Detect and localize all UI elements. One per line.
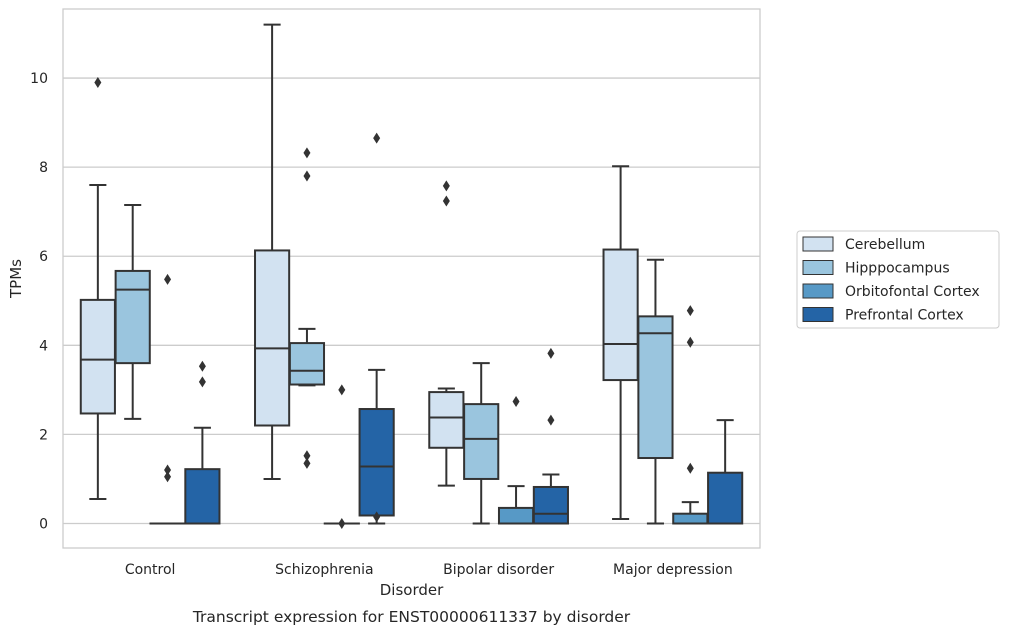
outlier-point — [512, 395, 520, 407]
box — [79, 298, 116, 415]
legend-swatch — [802, 236, 834, 252]
box-2-3 — [532, 347, 569, 525]
box-2-0 — [428, 180, 465, 487]
x-tick-label: Bipolar disorder — [443, 562, 554, 578]
box-2-2 — [497, 395, 535, 525]
legend: Cerebellum Hipppocampus Orbitofontal Corte… — [796, 230, 1000, 329]
outlier-point — [94, 77, 102, 88]
y-axis-ticks: 0 2 4 6 8 10 — [30, 71, 48, 532]
box — [288, 342, 326, 386]
box — [707, 471, 744, 525]
box — [532, 485, 569, 525]
box — [463, 403, 500, 480]
y-tick-label: 10 — [30, 71, 48, 87]
box-1-2 — [323, 384, 360, 529]
y-tick-label: 0 — [39, 517, 48, 533]
box-1-0 — [254, 23, 291, 480]
outlier-point — [547, 347, 555, 359]
outlier-point — [303, 147, 311, 159]
box — [358, 408, 395, 517]
y-tick-label: 4 — [39, 338, 48, 354]
legend-label: Hipppocampus — [845, 261, 950, 277]
outlier-point — [373, 511, 381, 523]
chart-caption: Transcript expression for ENST0000061133… — [192, 608, 631, 626]
box — [114, 269, 151, 365]
plot-frame — [62, 8, 761, 549]
box-0-3 — [184, 360, 221, 525]
x-axis-ticks: Control Schizophrenia Bipolar disorder Majo… — [125, 562, 733, 578]
box — [672, 512, 709, 525]
outlier-point — [198, 376, 206, 388]
box — [497, 506, 535, 525]
outlier-point — [338, 518, 346, 529]
x-tick-label: Control — [125, 562, 176, 578]
legend-label: Cerebellum — [845, 237, 925, 253]
x-tick-label: Schizophrenia — [275, 562, 373, 578]
legend-swatch — [802, 307, 834, 322]
legend-swatch — [802, 283, 834, 299]
box — [602, 248, 639, 382]
outlier-point — [164, 471, 172, 483]
box-0-0 — [79, 77, 116, 500]
box — [428, 391, 465, 449]
legend-frame — [796, 230, 1000, 329]
y-tick-label: 6 — [39, 249, 48, 265]
box — [254, 249, 291, 427]
y-tick-label: 8 — [39, 160, 48, 176]
box-0-1 — [114, 204, 151, 420]
outlier-point — [303, 457, 311, 469]
y-tick-label: 2 — [39, 427, 48, 443]
legend-label: Prefrontal Cortex — [845, 308, 964, 324]
x-axis-label: Disorder — [380, 581, 444, 599]
box-3-1 — [637, 258, 674, 525]
outlier-point — [338, 384, 346, 396]
box-1-1 — [288, 147, 326, 469]
legend-label: Orbitofontal Cortex — [845, 284, 980, 300]
legend-swatch — [802, 260, 834, 275]
box-plots — [79, 23, 744, 529]
outlier-point — [164, 273, 172, 285]
box-3-2 — [672, 305, 709, 525]
grid-lines — [63, 77, 760, 525]
box — [184, 468, 221, 525]
box-1-3 — [358, 132, 395, 525]
outlier-point — [547, 414, 555, 426]
outlier-point — [164, 464, 172, 476]
outlier-point — [303, 170, 311, 182]
outlier-point — [373, 132, 381, 144]
outlier-point — [442, 180, 450, 192]
outlier-point — [303, 450, 311, 462]
outlier-point — [686, 305, 694, 317]
outlier-point — [442, 195, 450, 207]
outlier-point — [686, 336, 694, 348]
y-axis-label: TPMs — [7, 259, 25, 299]
box-2-1 — [463, 362, 500, 525]
box — [637, 315, 674, 460]
outlier-point — [198, 360, 206, 372]
box-3-3 — [707, 419, 744, 525]
box-0-2 — [149, 273, 186, 525]
x-tick-label: Major depression — [613, 562, 733, 578]
outlier-point — [686, 462, 694, 474]
box-3-0 — [602, 165, 639, 521]
